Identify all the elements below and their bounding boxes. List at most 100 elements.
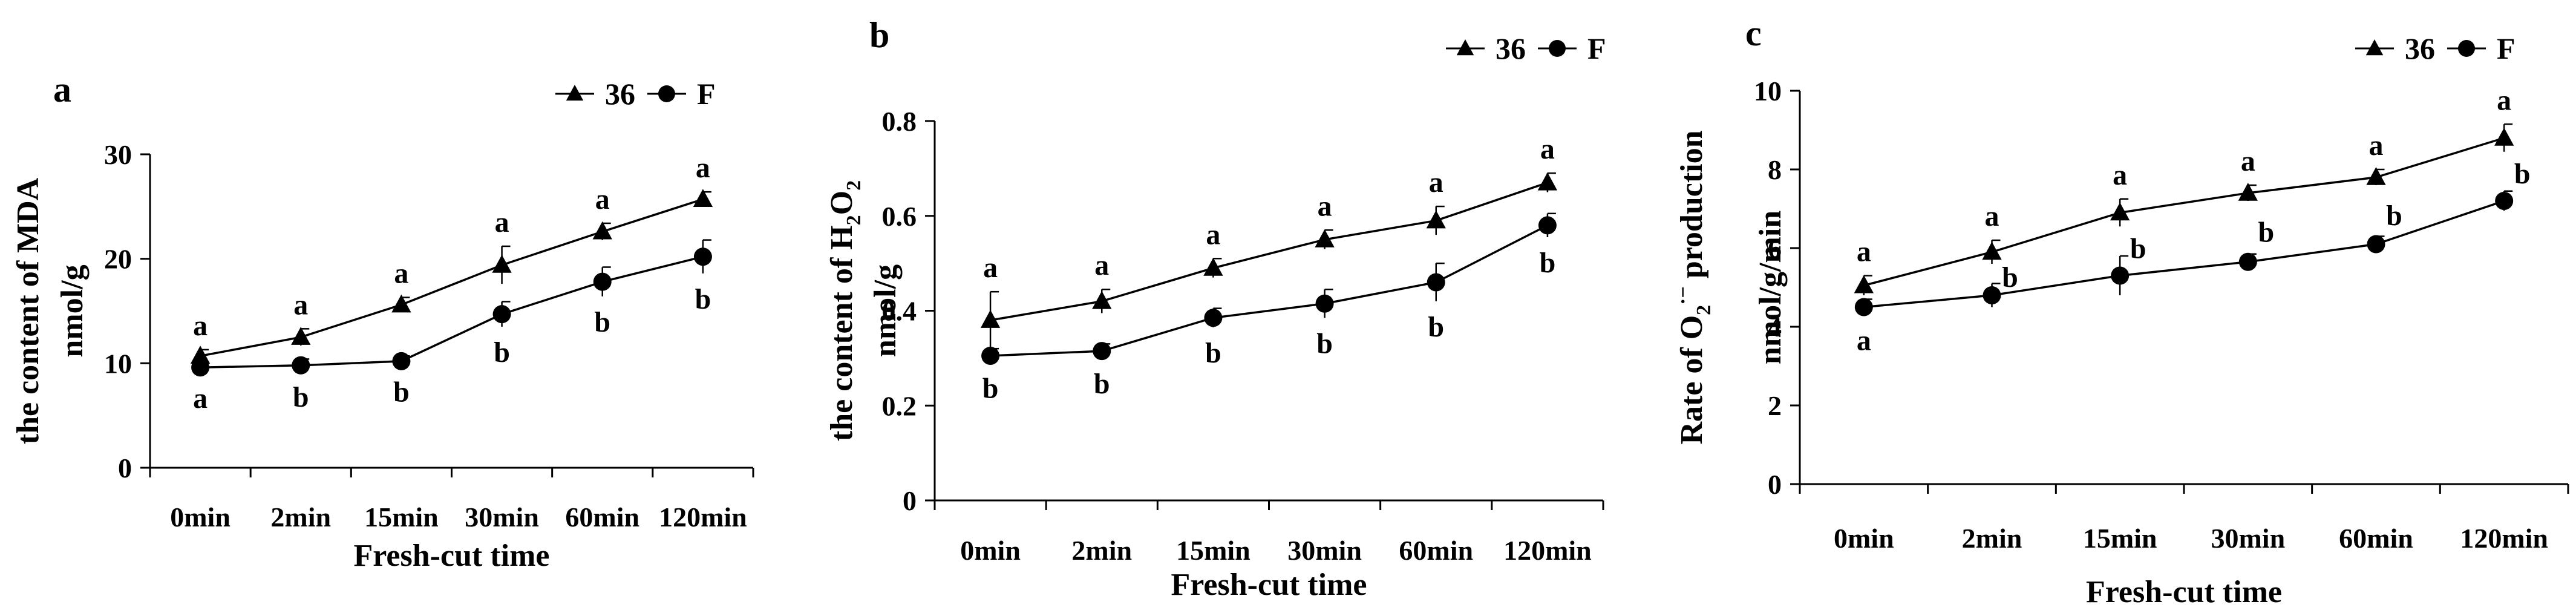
data-point-circle: [1854, 298, 1873, 316]
significance-label: a: [696, 152, 710, 184]
series-line-36: [1863, 137, 2505, 287]
data-point-triangle: [1982, 241, 2002, 260]
y-tick-label: 0: [903, 485, 917, 516]
data-point-triangle: [291, 327, 311, 345]
legend: 36 F: [2355, 31, 2516, 65]
data-point-circle: [392, 352, 411, 370]
y-axis-title-text: the content of MDA: [11, 177, 45, 444]
panel-label: c: [1745, 13, 1762, 53]
legend-marker-circle: [2458, 40, 2475, 57]
significance-label: a: [193, 382, 208, 414]
legend-marker-triangle: [2365, 39, 2384, 56]
significance-label: b: [982, 373, 999, 405]
significance-label: a: [394, 258, 408, 290]
significance-label: a: [1857, 236, 1871, 268]
legend-label: 36: [605, 77, 635, 111]
x-tick-label: 0min: [960, 535, 1021, 566]
data-point-circle: [2367, 235, 2385, 254]
legend-marker-circle: [1549, 40, 1566, 57]
chart-panel-a: a 0 10 20 30 0min 2min 15min 30min 60min 120min Fre…: [11, 70, 754, 573]
data-point-circle: [1204, 309, 1223, 327]
y-tick-label: 20: [104, 244, 132, 275]
significance-label: b: [1094, 368, 1110, 400]
x-tick-label: 120min: [1503, 535, 1592, 566]
data-point-triangle: [592, 221, 612, 240]
data-point-triangle: [2494, 128, 2514, 146]
chart-panel-c: c 0 2 4 6 8 10 0min 2min 15min 30min 60min 120min Fre…: [1672, 13, 2569, 609]
y-tick-label: 0: [1768, 469, 1782, 500]
data-point-circle: [2495, 192, 2514, 210]
significance-label: a: [2113, 159, 2127, 191]
y-tick-label: 10: [104, 348, 132, 379]
data-point-circle: [593, 272, 612, 291]
y-axis-title-text: the content of H: [825, 225, 859, 441]
x-tick-label: 60min: [2339, 523, 2413, 554]
data-point-circle: [1427, 273, 1445, 292]
chart-panel-b: b 0 0.2 0.4 0.6 0.8 0min 2min 15min 30min 60min 120…: [825, 15, 1606, 602]
y-axis-subscript: 2: [843, 215, 865, 225]
x-axis-title: Fresh-cut time: [2086, 575, 2282, 609]
significance-label: a: [193, 310, 208, 342]
significance-label: b: [2386, 200, 2402, 232]
data-point-triangle: [1203, 257, 1223, 276]
y-tick-label: 6: [1768, 233, 1782, 264]
x-tick-label: 120min: [2460, 523, 2548, 554]
panel-label: b: [869, 15, 889, 55]
x-tick-label: 2min: [1071, 535, 1132, 566]
data-point-circle: [1538, 216, 1557, 235]
data-point-circle: [1983, 286, 2001, 304]
x-axis-title: Fresh-cut time: [1171, 568, 1367, 602]
y-axis-unit: nmol/g: [868, 264, 903, 357]
data-point-triangle: [1426, 210, 1446, 229]
x-tick-label: 2min: [1962, 523, 2022, 554]
y-axis-unit: nmol/g: [55, 264, 90, 357]
significance-label: b: [594, 306, 610, 338]
x-tick-label: 120min: [659, 502, 747, 532]
y-axis-subscript: 2: [1693, 305, 1715, 315]
data-point-circle: [1093, 342, 1111, 361]
y-tick-label: 0.8: [882, 106, 917, 137]
data-point-circle: [693, 247, 712, 266]
x-tick-label: 15min: [364, 502, 439, 532]
y-tick-label: 0.6: [882, 201, 917, 232]
significance-label: a: [1206, 218, 1220, 251]
series-line-36: [200, 198, 704, 357]
significance-label: a: [495, 206, 509, 238]
legend: 36 F: [1446, 31, 1606, 65]
data-point-triangle: [2238, 183, 2258, 201]
x-tick-label: 0min: [1834, 523, 1894, 554]
data-point-triangle: [1092, 290, 1112, 309]
data-point-triangle: [980, 310, 1001, 328]
data-point-circle: [191, 358, 210, 377]
x-tick-label: 2min: [270, 502, 331, 532]
data-point-circle: [981, 346, 1000, 365]
x-axis-title: Fresh-cut time: [354, 539, 550, 573]
y-tick-label: 10: [1754, 76, 1782, 106]
legend: 36 F: [555, 77, 716, 111]
significance-label: b: [494, 336, 510, 369]
significance-label: a: [1429, 166, 1443, 198]
data-point-triangle: [1537, 172, 1558, 191]
y-axis-title-text: Rate of O: [1675, 315, 1709, 445]
y-tick-label: 2: [1768, 390, 1782, 421]
y-tick-label: 0.4: [882, 296, 917, 327]
y-tick-label: 8: [1768, 154, 1782, 185]
significance-label: a: [1985, 200, 1999, 232]
legend-marker-circle: [658, 85, 675, 102]
panel-label: a: [53, 70, 71, 110]
y-tick-label: 0.2: [882, 390, 917, 421]
data-point-triangle: [190, 346, 211, 364]
y-tick-label: 30: [104, 139, 132, 170]
y-axis-title: the content of H2O2: [825, 180, 865, 441]
x-tick-label: 15min: [1176, 535, 1250, 566]
series-line-F: [200, 255, 704, 369]
series-line-F: [990, 224, 1548, 357]
significance-label: a: [2497, 84, 2511, 116]
data-point-triangle: [391, 294, 411, 313]
x-tick-label: 30min: [465, 502, 539, 532]
data-point-triangle: [693, 189, 713, 207]
data-point-triangle: [2366, 167, 2386, 185]
series-line-36: [990, 182, 1548, 321]
significance-label: b: [2130, 233, 2146, 265]
